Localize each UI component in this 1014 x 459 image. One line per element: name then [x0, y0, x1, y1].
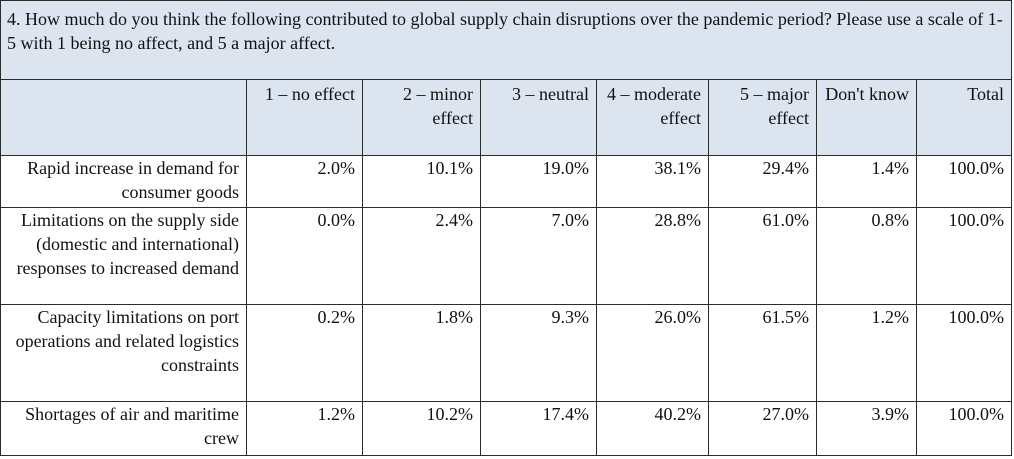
cell-value: 10.2% — [362, 401, 481, 456]
cell-value: 17.4% — [480, 401, 597, 456]
cell-value: 0.2% — [246, 304, 363, 402]
cell-value: 2.4% — [362, 207, 481, 305]
cell-value: 10.1% — [362, 155, 481, 208]
table-row: Rapid increase in demand for consumer go… — [0, 155, 1013, 208]
cell-value: 2.0% — [246, 155, 363, 208]
cell-value: 1.2% — [816, 304, 917, 402]
row-label: Rapid increase in demand for consumer go… — [0, 155, 247, 208]
column-header-2-minor-effect: 2 – minor effect — [362, 79, 481, 156]
question-text: 4. How much do you think the following c… — [0, 0, 1013, 80]
column-header-4-moderate-effect: 4 – moderate effect — [596, 79, 709, 156]
column-header-1-no-effect: 1 – no effect — [246, 79, 363, 156]
cell-value: 28.8% — [596, 207, 709, 305]
cell-value: 61.5% — [708, 304, 817, 402]
cell-value: 0.8% — [816, 207, 917, 305]
cell-value: 27.0% — [708, 401, 817, 456]
table-row: Capacity limitations on port operations … — [0, 304, 1013, 402]
cell-value: 26.0% — [596, 304, 709, 402]
cell-value: 1.4% — [816, 155, 917, 208]
row-label-header — [0, 79, 247, 156]
cell-value: 0.0% — [246, 207, 363, 305]
column-header-dont-know: Don't know — [816, 79, 917, 156]
column-header-3-neutral: 3 – neutral — [480, 79, 597, 156]
cell-value: 1.2% — [246, 401, 363, 456]
cell-value: 3.9% — [816, 401, 917, 456]
table-row: Shortages of air and maritime crew 1.2% … — [0, 401, 1013, 456]
table-row: Limitations on the supply side (domestic… — [0, 207, 1013, 305]
row-label: Limitations on the supply side (domestic… — [0, 207, 247, 305]
cell-value: 19.0% — [480, 155, 597, 208]
column-header-5-major-effect: 5 – major effect — [708, 79, 817, 156]
cell-value-total: 100.0% — [915, 401, 1013, 456]
row-label: Capacity limitations on port operations … — [0, 304, 247, 402]
column-header-total: Total — [915, 79, 1013, 156]
cell-value-total: 100.0% — [915, 155, 1013, 208]
cell-value: 29.4% — [708, 155, 817, 208]
cell-value: 61.0% — [708, 207, 817, 305]
cell-value: 1.8% — [362, 304, 481, 402]
row-label: Shortages of air and maritime crew — [0, 401, 247, 456]
cell-value: 7.0% — [480, 207, 597, 305]
cell-value: 38.1% — [596, 155, 709, 208]
cell-value: 40.2% — [596, 401, 709, 456]
cell-value-total: 100.0% — [915, 207, 1013, 305]
cell-value-total: 100.0% — [915, 304, 1013, 402]
cell-value: 9.3% — [480, 304, 597, 402]
